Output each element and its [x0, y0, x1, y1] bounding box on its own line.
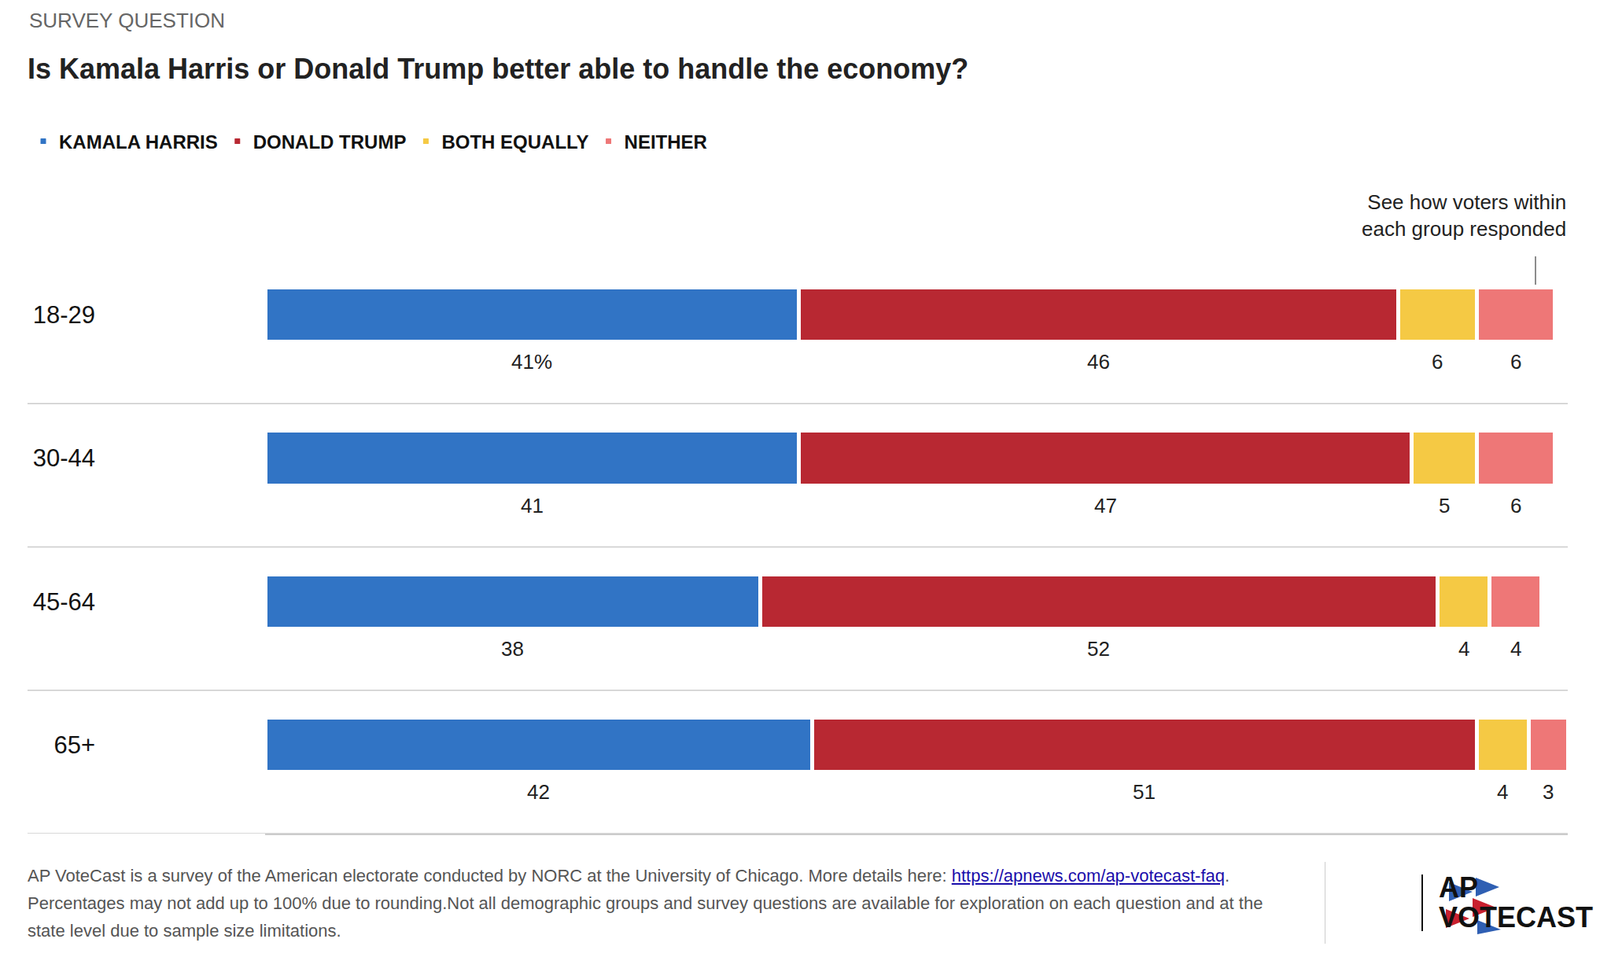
svg-text:Is Kamala Harris or Donald Tru: Is Kamala Harris or Donald Trump better …	[27, 52, 969, 85]
svg-text:6: 6	[1510, 350, 1522, 374]
svg-text:4: 4	[1510, 637, 1522, 661]
svg-text:41: 41	[520, 494, 544, 518]
svg-text:4: 4	[1458, 637, 1470, 661]
svg-text:42: 42	[527, 780, 550, 804]
svg-text:51: 51	[1132, 780, 1156, 804]
svg-text:65+: 65+	[53, 731, 96, 760]
svg-text:6: 6	[1431, 350, 1443, 374]
svg-text:52: 52	[1087, 637, 1110, 661]
svg-text:BOTH EQUALLY: BOTH EQUALLY	[441, 131, 589, 153]
svg-text:KAMALA HARRIS: KAMALA HARRIS	[58, 131, 218, 153]
svg-text:6: 6	[1510, 494, 1522, 518]
svg-text:5: 5	[1438, 494, 1450, 518]
svg-text:38: 38	[501, 637, 524, 661]
svg-text:DONALD TRUMP: DONALD TRUMP	[253, 131, 407, 153]
html-text:AP VoteCast is a survey of the: AP VoteCast is a survey of the American …	[27, 866, 1263, 941]
html-text:VOTECAST: VOTECAST	[1438, 901, 1593, 934]
svg-text:4: 4	[1496, 780, 1508, 804]
svg-text:30-44: 30-44	[33, 444, 96, 472]
svg-text:18-29: 18-29	[33, 301, 96, 329]
svg-text:46: 46	[1087, 350, 1110, 374]
svg-text:41%: 41%	[511, 350, 553, 374]
svg-text:See how voters withineach grou: See how voters withineach group responde…	[1361, 190, 1567, 241]
svg-text:45-64: 45-64	[33, 588, 96, 616]
svg-text:3: 3	[1542, 780, 1554, 804]
svg-text:47: 47	[1094, 494, 1118, 518]
html-text:AP: AP	[1438, 871, 1479, 904]
svg-text:SURVEY QUESTION: SURVEY QUESTION	[29, 8, 225, 33]
svg-text:NEITHER: NEITHER	[624, 131, 708, 153]
